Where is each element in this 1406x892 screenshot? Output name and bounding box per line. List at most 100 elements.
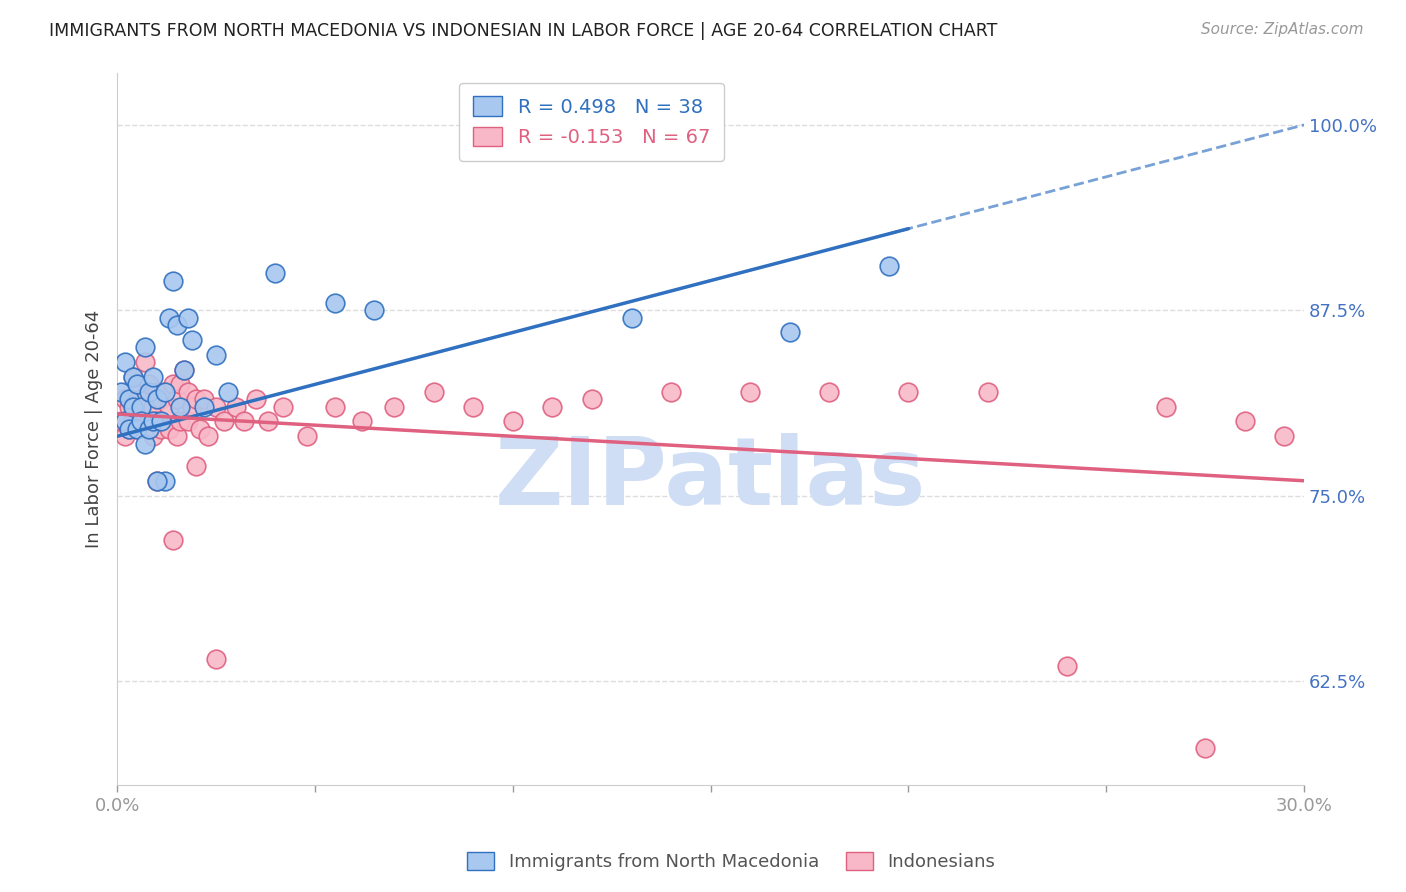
Y-axis label: In Labor Force | Age 20-64: In Labor Force | Age 20-64 — [86, 310, 103, 548]
Point — [142, 414, 165, 428]
Point — [114, 355, 136, 369]
Point — [153, 384, 176, 399]
Point — [114, 429, 136, 443]
Point — [1154, 400, 1177, 414]
Point — [162, 274, 184, 288]
Point — [1194, 740, 1216, 755]
Point — [162, 377, 184, 392]
Text: IMMIGRANTS FROM NORTH MACEDONIA VS INDONESIAN IN LABOR FORCE | AGE 20-64 CORRELA: IMMIGRANTS FROM NORTH MACEDONIA VS INDON… — [49, 22, 998, 40]
Point — [166, 392, 188, 407]
Point — [134, 436, 156, 450]
Point — [118, 400, 141, 414]
Point — [122, 370, 145, 384]
Point — [134, 340, 156, 354]
Point — [256, 414, 278, 428]
Point — [463, 400, 485, 414]
Point — [232, 414, 254, 428]
Point — [541, 400, 564, 414]
Point — [188, 422, 211, 436]
Point — [149, 392, 172, 407]
Point — [125, 422, 148, 436]
Point — [581, 392, 603, 407]
Point — [212, 414, 235, 428]
Point — [129, 400, 152, 414]
Point — [169, 400, 191, 414]
Point — [145, 414, 167, 428]
Point — [145, 474, 167, 488]
Point — [125, 377, 148, 392]
Point — [149, 414, 172, 428]
Point — [205, 651, 228, 665]
Point — [976, 384, 998, 399]
Point — [422, 384, 444, 399]
Point — [502, 414, 524, 428]
Point — [1056, 659, 1078, 673]
Point — [138, 377, 160, 392]
Point — [110, 384, 132, 399]
Point — [382, 400, 405, 414]
Point — [145, 384, 167, 399]
Point — [659, 384, 682, 399]
Point — [153, 384, 176, 399]
Point — [138, 384, 160, 399]
Point — [264, 266, 287, 280]
Point — [166, 429, 188, 443]
Point — [177, 414, 200, 428]
Point — [153, 474, 176, 488]
Point — [169, 377, 191, 392]
Point — [157, 310, 180, 325]
Point — [1233, 414, 1256, 428]
Point — [122, 414, 145, 428]
Point — [295, 429, 318, 443]
Point — [162, 533, 184, 547]
Point — [125, 384, 148, 399]
Point — [193, 400, 215, 414]
Point — [1272, 429, 1295, 443]
Point — [177, 384, 200, 399]
Point — [166, 318, 188, 332]
Point — [818, 384, 841, 399]
Point — [142, 370, 165, 384]
Point — [122, 370, 145, 384]
Point — [173, 362, 195, 376]
Text: Source: ZipAtlas.com: Source: ZipAtlas.com — [1201, 22, 1364, 37]
Point — [145, 392, 167, 407]
Point — [217, 384, 239, 399]
Point — [145, 474, 167, 488]
Point — [157, 400, 180, 414]
Point — [225, 400, 247, 414]
Point — [197, 429, 219, 443]
Point — [323, 295, 346, 310]
Point — [177, 310, 200, 325]
Point — [205, 400, 228, 414]
Legend: R = 0.498   N = 38, R = -0.153   N = 67: R = 0.498 N = 38, R = -0.153 N = 67 — [460, 83, 724, 161]
Point — [273, 400, 295, 414]
Point — [110, 414, 132, 428]
Point — [134, 414, 156, 428]
Point — [205, 348, 228, 362]
Point — [122, 400, 145, 414]
Point — [118, 422, 141, 436]
Point — [620, 310, 643, 325]
Point — [186, 392, 208, 407]
Point — [245, 392, 267, 407]
Point — [129, 414, 152, 428]
Point — [114, 392, 136, 407]
Point — [740, 384, 762, 399]
Point — [125, 422, 148, 436]
Point — [142, 429, 165, 443]
Point — [138, 422, 160, 436]
Point — [779, 326, 801, 340]
Point — [352, 414, 374, 428]
Point — [186, 458, 208, 473]
Point — [138, 414, 160, 428]
Legend: Immigrants from North Macedonia, Indonesians: Immigrants from North Macedonia, Indones… — [460, 845, 1002, 879]
Point — [129, 392, 152, 407]
Point — [118, 422, 141, 436]
Point — [169, 414, 191, 428]
Point — [323, 400, 346, 414]
Point — [142, 400, 165, 414]
Point — [181, 400, 204, 414]
Text: ZIPatlas: ZIPatlas — [495, 433, 927, 524]
Point — [157, 422, 180, 436]
